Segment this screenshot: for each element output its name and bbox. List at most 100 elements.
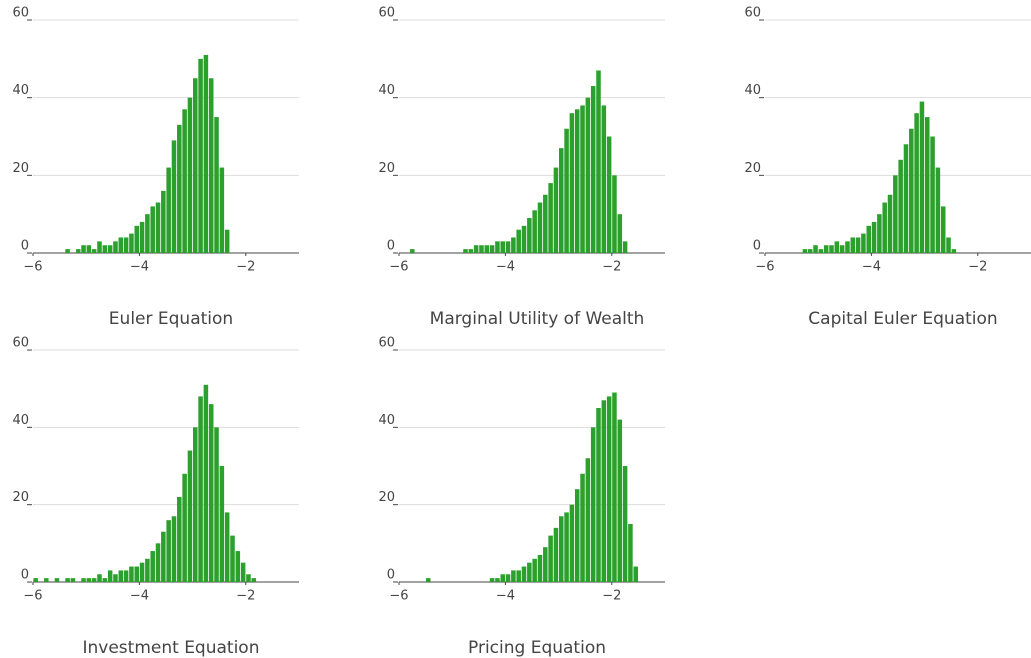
- bar: [484, 245, 490, 253]
- bar: [246, 574, 251, 582]
- bar: [505, 241, 511, 253]
- x-tick-label: −4: [130, 589, 149, 604]
- bar: [580, 105, 585, 253]
- chart-title: Investment Equation: [83, 638, 260, 658]
- bar: [569, 504, 575, 582]
- bar: [628, 524, 633, 582]
- bar: [511, 237, 516, 253]
- bar: [823, 245, 829, 253]
- x-tick-label: −6: [389, 589, 408, 604]
- x-tick-label: −2: [602, 589, 621, 604]
- bar: [219, 167, 225, 253]
- y-tick-label: 20: [744, 161, 761, 176]
- bar: [86, 245, 92, 253]
- bar: [543, 194, 548, 253]
- bar: [574, 109, 580, 253]
- bar: [505, 574, 511, 582]
- bar: [193, 427, 198, 582]
- bar: [65, 578, 70, 582]
- bar: [887, 194, 893, 253]
- bar: [537, 554, 543, 582]
- bar: [553, 527, 559, 582]
- bar: [919, 101, 925, 253]
- bar: [214, 427, 219, 582]
- bar: [559, 516, 564, 582]
- bar: [479, 245, 484, 253]
- bar: [596, 408, 601, 582]
- bar: [81, 245, 86, 253]
- bar: [500, 574, 505, 582]
- y-tick-label: 60: [744, 6, 761, 21]
- x-tick-label: −2: [236, 260, 255, 275]
- bar: [139, 221, 145, 253]
- bar: [251, 578, 257, 582]
- x-tick-label: −4: [496, 589, 515, 604]
- bar: [463, 249, 468, 253]
- bar: [511, 570, 516, 582]
- bar: [182, 473, 187, 582]
- bar: [532, 210, 537, 253]
- bar: [70, 578, 76, 582]
- bar: [44, 578, 49, 582]
- bar: [940, 206, 946, 253]
- chart-title: Pricing Equation: [468, 638, 606, 658]
- bar: [548, 535, 553, 582]
- bar: [925, 117, 930, 253]
- bar: [829, 245, 834, 253]
- x-tick-label: −4: [862, 260, 881, 275]
- bar: [134, 225, 139, 253]
- bar: [850, 237, 856, 253]
- y-tick-label: 40: [378, 83, 395, 98]
- bar: [612, 392, 617, 582]
- bar: [909, 128, 914, 253]
- bar: [871, 221, 877, 253]
- chart-title: Capital Euler Equation: [808, 309, 997, 329]
- bar: [86, 578, 92, 582]
- bar: [521, 225, 527, 253]
- y-tick-label: 20: [12, 161, 29, 176]
- bar: [161, 190, 166, 253]
- bar: [802, 249, 808, 253]
- bar: [537, 202, 543, 253]
- bar: [893, 175, 898, 253]
- bar: [633, 566, 638, 582]
- bar: [855, 237, 861, 253]
- bar: [166, 167, 171, 253]
- x-tick-label: −4: [496, 260, 515, 275]
- bar: [564, 512, 569, 582]
- bar: [866, 225, 871, 253]
- y-tick-label: 40: [12, 83, 29, 98]
- bar: [543, 547, 548, 582]
- bar: [516, 570, 521, 582]
- bar: [935, 167, 941, 253]
- bar: [495, 241, 500, 253]
- bar: [426, 578, 431, 582]
- bar: [590, 427, 596, 582]
- bar: [574, 489, 580, 582]
- bar: [951, 249, 957, 253]
- chart-title: Marginal Utility of Wealth: [430, 309, 645, 329]
- bar: [75, 249, 81, 253]
- bar: [585, 458, 591, 582]
- bar: [601, 105, 607, 253]
- bar: [203, 384, 209, 582]
- bar: [521, 566, 527, 582]
- bar: [235, 551, 241, 582]
- x-tick-label: −2: [968, 260, 987, 275]
- y-tick-label: 40: [378, 413, 395, 428]
- bar: [123, 570, 129, 582]
- bar: [113, 574, 118, 582]
- bar: [877, 214, 882, 253]
- bar: [145, 214, 150, 253]
- bar: [617, 214, 623, 253]
- bar: [224, 229, 230, 253]
- y-tick-label: 20: [378, 490, 395, 505]
- bar: [150, 206, 155, 253]
- bar: [208, 78, 214, 253]
- bar: [914, 113, 919, 253]
- bar: [198, 58, 203, 254]
- bar: [564, 128, 569, 253]
- bar: [198, 396, 203, 582]
- y-tick-label: 0: [21, 239, 29, 254]
